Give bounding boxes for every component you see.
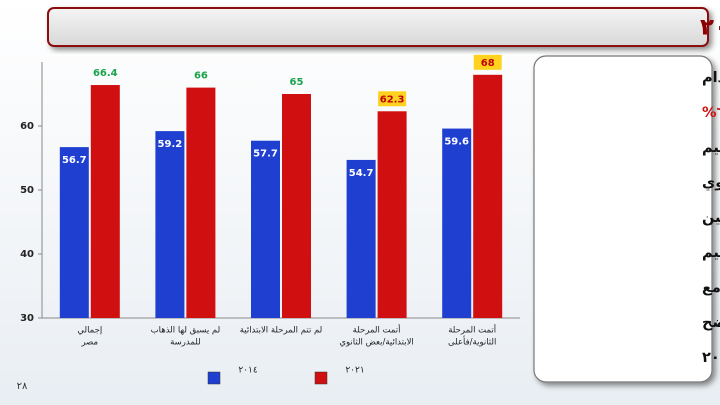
x-tick-label: أتمت المرحلة	[353, 324, 401, 336]
bar	[377, 111, 407, 318]
text-box	[533, 55, 713, 383]
y-tick-label: 30	[20, 313, 34, 324]
side-text-part: ثانوي أو أعلى مع	[702, 278, 720, 297]
side-text-part: الحاصلات على تعليم	[702, 245, 720, 261]
side-text-line: الحاصلات على تعليم	[702, 245, 720, 261]
value-label: 66	[194, 71, 208, 82]
x-tick-label: لم يسبق لها الذهاب	[151, 326, 221, 336]
value-label: 54.7	[349, 168, 374, 179]
side-text-line: بين اللاتي أتممن التعليم	[702, 138, 720, 156]
x-tick-label: للمدرسة	[170, 338, 201, 348]
legend-label: ٢٠٢١	[345, 366, 364, 376]
slide-title: معدل استخدام الوسائل طبقا للحالة التعليم…	[700, 15, 720, 41]
x-tick-label: مصر	[80, 338, 98, 348]
side-text-line: إلى 68% بين	[702, 210, 720, 226]
value-label: 65	[290, 77, 304, 88]
bar	[473, 74, 503, 318]
bar	[442, 128, 472, 318]
side-text-line: الابتدائي/بعض الثانوي	[702, 175, 720, 192]
side-text-part: بين	[702, 210, 720, 226]
value-label: 59.6	[444, 137, 469, 148]
bar	[90, 85, 120, 318]
side-text-line: ثانوي أو أعلى مع	[702, 278, 720, 297]
value-label-highlight	[473, 54, 502, 70]
side-text-part: ٦٢,٣%	[702, 105, 720, 121]
y-tick-label: 40	[20, 249, 34, 260]
side-text-part: التحسن الواضح	[702, 315, 720, 331]
value-label: 56.7	[62, 155, 87, 166]
side-text-line: التحسن الواضح	[702, 315, 720, 331]
side-text-line: بين السيدات ٦٢,٣%	[702, 105, 720, 121]
x-tick-label: إجمالي	[77, 326, 102, 336]
y-tick-label: 60	[20, 121, 34, 132]
bar	[155, 131, 185, 318]
x-tick-label: الثانوية/فأعلى	[448, 336, 496, 348]
legend-swatch	[207, 371, 221, 385]
side-text-line: وتتراوح نسب الاستخدام	[702, 70, 720, 86]
value-label: 66.4	[93, 68, 118, 79]
x-tick-label: لم تتم المرحلة الابتدائية	[240, 326, 323, 336]
bar	[251, 140, 280, 318]
value-label: 62.3	[380, 94, 405, 105]
title-bar	[47, 7, 709, 47]
bar	[282, 94, 311, 318]
bar	[186, 87, 216, 318]
side-text-part: بين اللاتي أتممن التعليم	[702, 138, 720, 156]
value-label: 57.7	[253, 149, 278, 160]
page-number: ٢٨	[17, 381, 28, 392]
side-text-part: عن٢٠١٤	[702, 350, 720, 366]
x-tick-label: أتمت المرحلة	[448, 324, 496, 336]
y-tick-label: 50	[20, 185, 34, 196]
x-tick-label: الابتدائية/بعض الثانوي	[339, 338, 413, 348]
side-text-part: وتتراوح نسب الاستخدام	[702, 70, 720, 86]
side-text-part: الابتدائي/بعض الثانوي	[702, 175, 720, 192]
side-text-line: عن٢٠١٤	[702, 350, 720, 366]
bar	[346, 159, 376, 318]
legend-label: ٢٠١٤	[238, 366, 258, 376]
legend-swatch	[314, 371, 328, 385]
value-label-highlight	[378, 91, 407, 107]
value-label: 59.2	[158, 139, 183, 150]
bar	[59, 147, 89, 318]
value-label: 68	[481, 58, 495, 69]
